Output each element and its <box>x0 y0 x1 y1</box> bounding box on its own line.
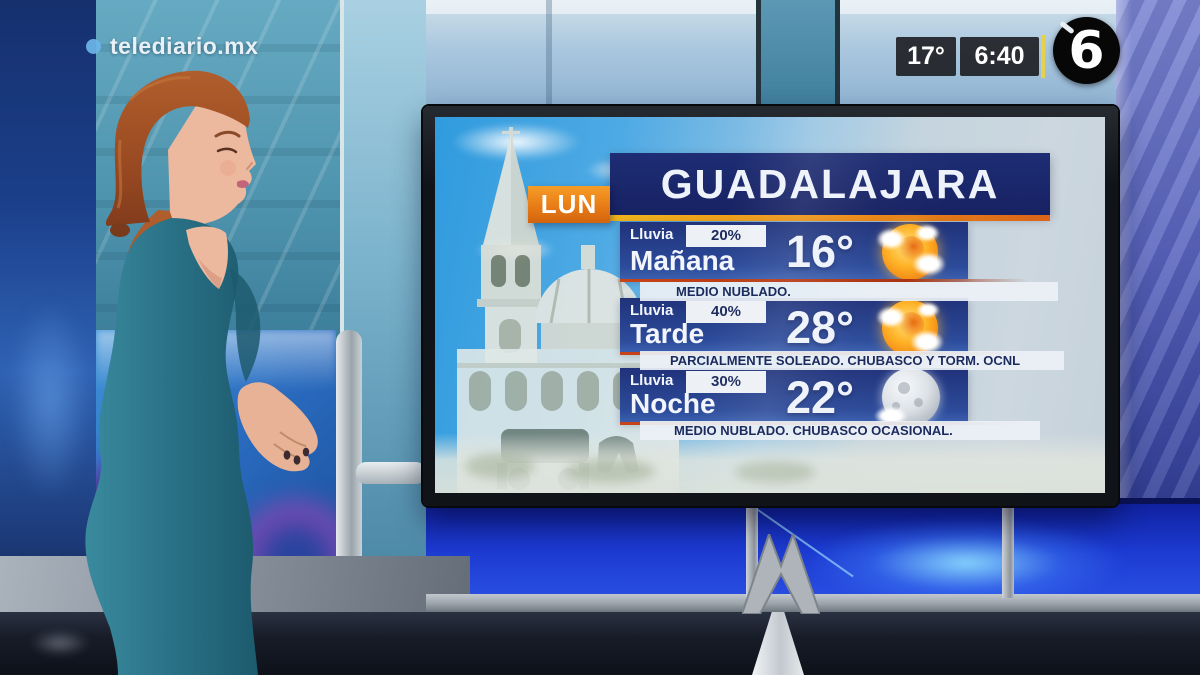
city-banner-underline <box>610 215 1050 221</box>
watermark: telediario.mx <box>86 32 258 60</box>
caption-text: MEDIO NUBLADO. CHUBASCO OCASIONAL. <box>674 423 953 438</box>
row-caption: MEDIO NUBLADO. <box>640 282 1058 301</box>
forecast-row-morning: Lluvia 20% Mañana 16° <box>620 222 1028 282</box>
period-label: Noche <box>630 388 716 419</box>
sun-cloud-icon <box>874 218 946 288</box>
studio-tv-monitor: GUADALAJARA LUN Lluvia 20% Mañana 16° <box>423 106 1118 506</box>
city-title-banner: GUADALAJARA <box>610 153 1050 215</box>
caption-text: PARCIALMENTE SOLEADO. CHUBASCO Y TORM. O… <box>670 353 1021 368</box>
status-temperature: 17° <box>896 37 956 76</box>
forecast-row-night: Lluvia 30% Noche 22° <box>620 368 1028 426</box>
rain-label: Lluvia <box>630 302 674 319</box>
channel-logo-number: 6 <box>1068 21 1105 81</box>
tv-screen: GUADALAJARA LUN Lluvia 20% Mañana 16° <box>435 117 1105 493</box>
temperature-value: 28° <box>785 302 855 353</box>
watermark-text: telediario.mx <box>110 32 259 59</box>
period-label: Tarde <box>630 318 705 349</box>
status-time-value: 6:40 <box>974 42 1025 70</box>
row-caption: MEDIO NUBLADO. CHUBASCO OCASIONAL. <box>640 421 1040 440</box>
rain-chance-value: 40% <box>686 301 766 323</box>
rain-label: Lluvia <box>630 226 674 243</box>
rain-chance-value: 20% <box>686 225 766 247</box>
tv-stand-bracket <box>742 534 820 614</box>
row-caption: PARCIALMENTE SOLEADO. CHUBASCO Y TORM. O… <box>640 351 1064 370</box>
sun-cloud-icon <box>874 294 946 364</box>
weather-presenter <box>85 70 318 675</box>
forecast-row-afternoon: Lluvia 40% Tarde 28° <box>620 298 1028 356</box>
status-divider <box>1041 35 1045 78</box>
studio-silver-band <box>356 462 426 484</box>
city-title: GUADALAJARA <box>660 161 1000 207</box>
caption-text: MEDIO NUBLADO. <box>676 284 791 299</box>
channel-6-logo: 6 <box>1053 17 1120 84</box>
watermark-dot-icon <box>86 38 101 54</box>
tv-stand-post-right <box>1002 504 1014 598</box>
temperature-value: 16° <box>785 226 855 277</box>
rain-chance-value: 30% <box>686 371 766 393</box>
day-tag: LUN <box>528 186 610 223</box>
status-time: 6:40 <box>960 37 1039 76</box>
day-tag-label: LUN <box>540 189 598 219</box>
rain-label: Lluvia <box>630 372 674 389</box>
screen-bottom-haze <box>435 433 1105 493</box>
period-label: Mañana <box>630 245 735 276</box>
temperature-value: 22° <box>785 372 855 423</box>
status-temperature-value: 17° <box>907 42 945 70</box>
